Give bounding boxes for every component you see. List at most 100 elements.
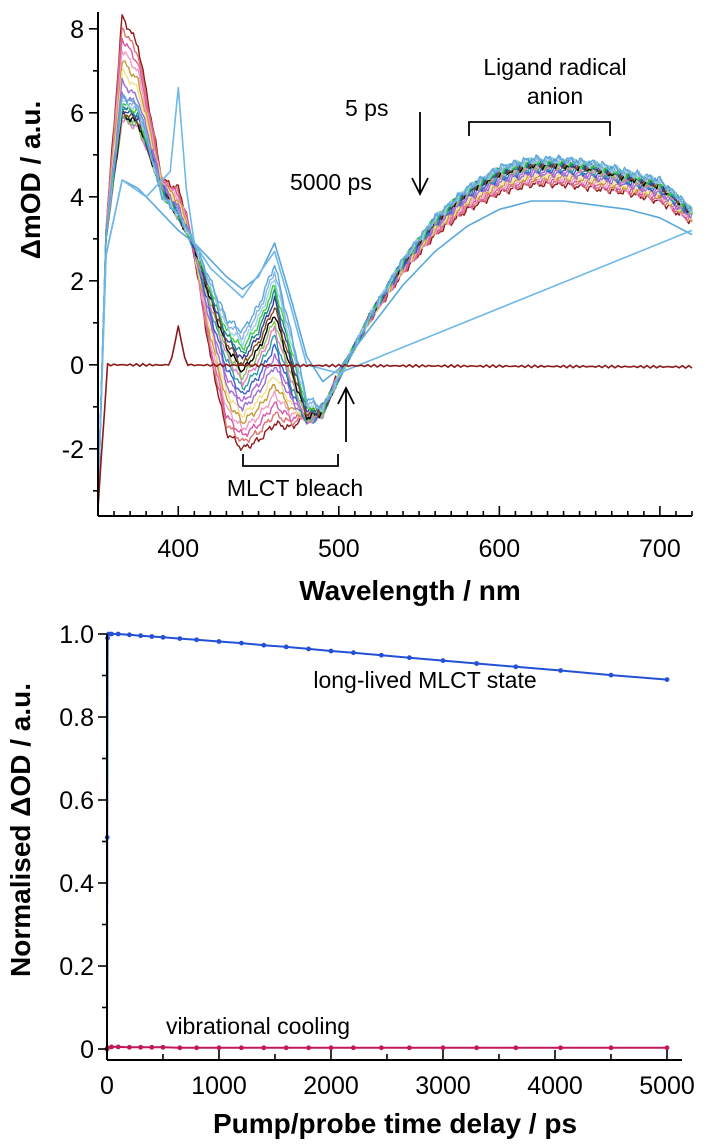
kinetics-point-long-lived <box>194 637 200 643</box>
spectrum-line-400 <box>97 86 693 504</box>
spectrum-line <box>97 91 693 502</box>
spectra-x-tick-label: 600 <box>478 535 520 563</box>
label-5ps: 5 ps <box>345 95 388 121</box>
kinetics-point-cooling <box>558 1045 563 1051</box>
kinetics-y-tick-label: 1.0 <box>59 621 94 649</box>
kinetics-point-long-lived <box>261 642 267 648</box>
kinetics-point-long-lived <box>440 658 446 663</box>
isosbestic-arrow <box>337 385 355 442</box>
kinetics-point-cooling <box>608 1045 614 1051</box>
spectra-y-tick-label: 2 <box>70 268 84 296</box>
spectra-y-axis-title: ΔmOD / a.u. <box>15 101 46 260</box>
kinetics-y-axis-title: Normalised ΔOD / a.u. <box>5 683 36 977</box>
kinetics-point-cooling <box>126 1044 132 1050</box>
kinetics-point-cooling <box>149 1044 155 1050</box>
kinetics-point-long-lived <box>149 634 155 639</box>
kinetics-point-long-lived <box>664 677 670 682</box>
kinetics-line-long-lived <box>106 633 668 1050</box>
spectrum-line <box>97 95 693 504</box>
kinetics-y-tick-label: 0 <box>80 1036 94 1064</box>
kinetics-point-cooling <box>664 1045 670 1051</box>
kinetics-y-tick-label: 0.8 <box>59 704 94 732</box>
kinetics-line-cooling <box>106 1045 667 1050</box>
label-ligand-radical: Ligand radical <box>483 54 626 80</box>
kinetics-x-tick-label: 1000 <box>191 1072 247 1100</box>
spectrum-line <box>97 14 693 505</box>
kinetics-point-cooling <box>351 1045 356 1051</box>
kinetics-series-group <box>104 631 670 1052</box>
kinetics-point-long-lived <box>328 648 334 654</box>
spectrum-line-0ps <box>97 325 693 509</box>
spectra-x-tick-label: 500 <box>318 535 360 563</box>
label-5000ps: 5000 ps <box>290 169 372 195</box>
spectra-y-tick-label: -2 <box>62 436 84 464</box>
spectrum-line <box>97 114 693 505</box>
kinetics-point-cooling <box>440 1045 446 1051</box>
spectrum-line <box>97 77 693 506</box>
spectrum-line-late <box>97 179 693 500</box>
kinetics-point-cooling <box>109 1044 114 1050</box>
label-mlct-bleach: MLCT bleach <box>227 475 363 501</box>
kinetics-point-cooling <box>115 1044 121 1050</box>
kinetics-point-long-lived <box>109 631 114 637</box>
kinetics-point-cooling <box>379 1045 384 1051</box>
kinetics-point-long-lived <box>306 646 311 652</box>
kinetics-x-axis-title: Pump/probe time delay / ps <box>213 1108 577 1139</box>
kinetics-point-cooling <box>407 1045 412 1051</box>
kinetics-point-cooling <box>239 1045 244 1051</box>
kinetics-ticks: 0 1000 2000 3000 4000 5000 1.0 0.8 0.6 0.4 0.2 0 <box>59 621 695 1100</box>
spectra-y-tick-label: 0 <box>70 352 84 380</box>
kinetics-point-long-lived <box>283 644 289 650</box>
kinetics-point-cooling <box>138 1044 144 1050</box>
kinetics-point-cooling <box>216 1045 222 1051</box>
spectrum-line <box>97 94 693 500</box>
kinetics-point-long-lived <box>160 634 166 640</box>
kinetics-point-long-lived <box>239 640 244 646</box>
spectra-x-tick-label: 400 <box>157 535 199 563</box>
kinetics-y-tick-label: 0.4 <box>59 870 94 898</box>
spectra-y-tick-label: 6 <box>70 100 84 128</box>
label-vibrational-cooling: vibrational cooling <box>166 1013 350 1039</box>
spectra-x-axis-title: Wavelength / nm <box>299 575 520 606</box>
spectra-chart: 400 500 600 700 8 6 4 2 0 -2 Wavelength / nm ΔmOD… <box>15 12 693 606</box>
kinetics-point-long-lived <box>474 661 479 666</box>
spectra-ticks: 400 500 600 700 8 6 4 2 0 -2 <box>62 16 693 563</box>
kinetics-x-tick-label: 2000 <box>303 1072 359 1100</box>
kinetics-point-long-lived <box>351 650 356 656</box>
spectra-y-tick-label: 4 <box>70 184 84 212</box>
kinetics-point-cooling <box>261 1045 267 1051</box>
radical-bracket <box>468 121 611 136</box>
kinetics-point-long-lived <box>407 655 412 661</box>
kinetics-point-long-lived <box>115 631 121 637</box>
label-anion: anion <box>527 83 583 109</box>
kinetics-point-cooling <box>328 1045 334 1051</box>
kinetics-point-long-lived <box>177 636 183 641</box>
spectra-x-tick-label: 700 <box>639 535 681 563</box>
kinetics-point-long-lived <box>126 632 132 638</box>
kinetics-x-tick-label: 3000 <box>415 1072 471 1100</box>
kinetics-point-long-lived <box>216 639 222 644</box>
kinetics-y-tick-label: 0.2 <box>59 953 94 981</box>
kinetics-chart: 0 1000 2000 3000 4000 5000 1.0 0.8 0.6 0.4 0.2 0 Pu… <box>5 621 695 1139</box>
kinetics-point-long-lived <box>558 668 563 673</box>
decay-arrow <box>411 112 429 197</box>
kinetics-point-long-lived <box>138 633 144 639</box>
kinetics-point-cooling <box>194 1045 200 1051</box>
kinetics-point-long-lived <box>379 652 384 658</box>
kinetics-x-tick-label: 4000 <box>527 1072 583 1100</box>
kinetics-point-cooling <box>160 1044 166 1050</box>
kinetics-point-cooling <box>283 1045 289 1051</box>
kinetics-point-cooling <box>474 1045 479 1051</box>
kinetics-x-tick-label: 0 <box>100 1072 114 1100</box>
spectra-series-group <box>97 14 693 509</box>
bleach-bracket <box>242 454 339 467</box>
spectrum-line <box>97 99 693 508</box>
spectra-y-tick-label: 8 <box>70 16 84 44</box>
label-long-lived-mlct: long-lived MLCT state <box>313 667 536 693</box>
kinetics-point-long-lived <box>608 672 614 678</box>
kinetics-point-cooling <box>306 1045 311 1051</box>
kinetics-x-tick-label: 5000 <box>639 1072 695 1100</box>
kinetics-point-cooling <box>513 1045 519 1051</box>
kinetics-point-cooling <box>177 1045 183 1051</box>
